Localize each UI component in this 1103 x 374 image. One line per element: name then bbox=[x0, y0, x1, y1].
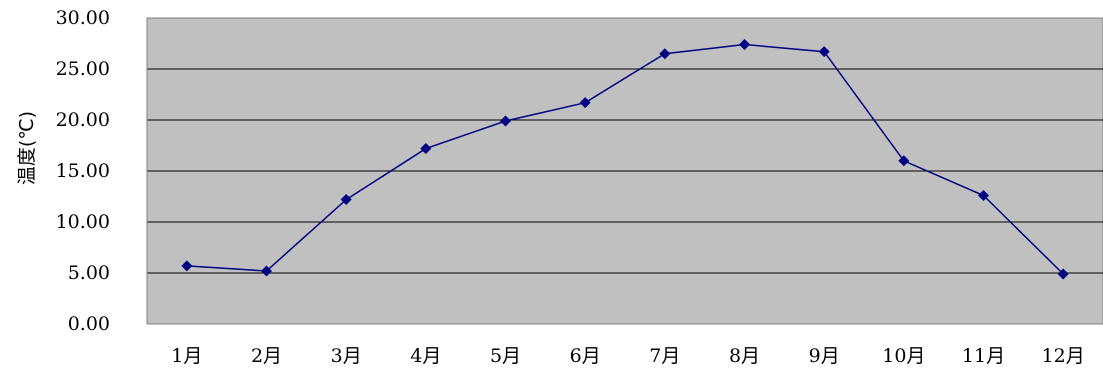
x-tick-label: 11月 bbox=[962, 345, 1005, 367]
x-tick-label: 7月 bbox=[649, 345, 680, 367]
x-tick-label: 5月 bbox=[490, 345, 521, 367]
x-tick-labels: 1月 2月 3月 4月 5月 6月 7月 8月 9月 10月 11月 12月 bbox=[171, 345, 1084, 367]
data-point-marker bbox=[420, 143, 432, 155]
x-tick-label: 6月 bbox=[570, 345, 601, 367]
data-point-marker bbox=[500, 115, 511, 127]
data-point-marker bbox=[978, 189, 989, 201]
x-tick-label: 12月 bbox=[1042, 345, 1085, 367]
data-point-marker bbox=[340, 194, 352, 206]
y-tick-label: 5.00 bbox=[68, 262, 110, 284]
y-tick-label: 30.00 bbox=[56, 7, 110, 29]
gridlines bbox=[147, 68, 1103, 274]
y-tick-labels: 0.00 5.00 10.00 15.00 20.00 25.00 30.00 bbox=[56, 7, 110, 335]
y-tick-label: 25.00 bbox=[56, 58, 110, 80]
data-point-marker bbox=[898, 155, 910, 167]
x-tick-label: 3月 bbox=[331, 345, 362, 367]
data-point-marker bbox=[1057, 268, 1069, 280]
x-tick-label: 9月 bbox=[809, 345, 840, 367]
y-tick-label: 15.00 bbox=[56, 160, 110, 182]
y-tick-label: 20.00 bbox=[56, 109, 110, 131]
y-axis-title: 温度(℃) bbox=[16, 111, 38, 185]
series-markers bbox=[181, 39, 1069, 280]
data-point-marker bbox=[659, 48, 671, 60]
y-tick-label: 0.00 bbox=[68, 313, 110, 335]
x-tick-label: 1月 bbox=[171, 345, 202, 367]
data-point-marker bbox=[579, 97, 591, 109]
x-tick-label: 2月 bbox=[251, 345, 282, 367]
x-tick-label: 10月 bbox=[882, 345, 925, 367]
data-point-marker bbox=[739, 39, 750, 51]
data-point-marker bbox=[181, 260, 193, 272]
data-point-marker bbox=[818, 46, 830, 58]
x-tick-label: 8月 bbox=[729, 345, 760, 367]
x-tick-label: 4月 bbox=[410, 345, 441, 367]
y-tick-label: 10.00 bbox=[56, 211, 110, 233]
series-line bbox=[186, 43, 1064, 275]
data-point-marker bbox=[261, 265, 272, 277]
